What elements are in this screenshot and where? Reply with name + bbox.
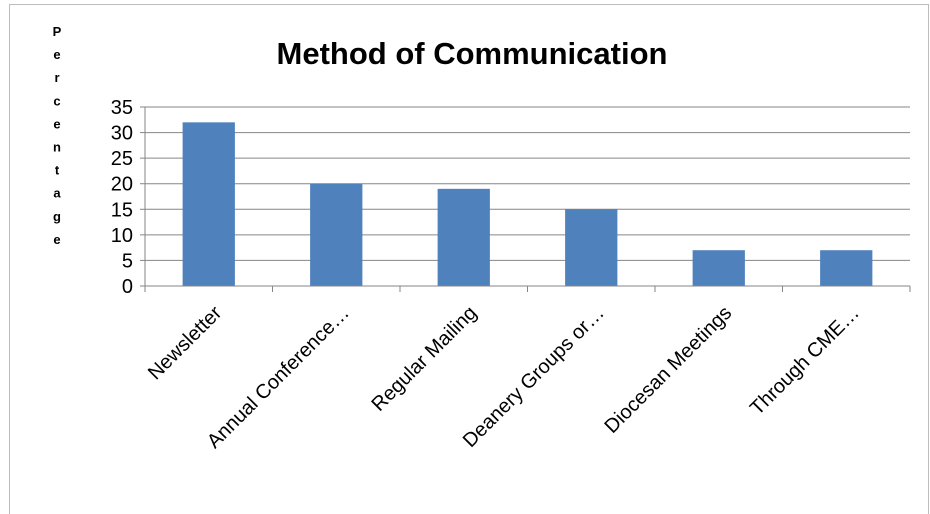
y-axis-label-char: a bbox=[53, 186, 61, 201]
y-tick-label: 20 bbox=[111, 174, 133, 196]
axes bbox=[144, 107, 911, 292]
bar bbox=[820, 250, 873, 286]
chart-title: Method of Communication bbox=[277, 36, 668, 71]
x-tick-label: Annual Conference… bbox=[203, 302, 354, 453]
chart-frame bbox=[9, 4, 929, 514]
y-tick-label: 5 bbox=[122, 250, 133, 272]
bar bbox=[692, 250, 745, 286]
y-axis-label-char: e bbox=[53, 116, 60, 131]
bar bbox=[437, 188, 490, 286]
y-axis-label-char: P bbox=[53, 24, 62, 39]
bar bbox=[565, 209, 618, 286]
gridlines bbox=[140, 106, 910, 287]
y-axis-label-char: n bbox=[53, 140, 61, 155]
y-tick-label: 25 bbox=[111, 148, 133, 170]
bar bbox=[182, 122, 235, 286]
y-tick-label: 30 bbox=[111, 123, 133, 145]
x-tick-label: Newsletter bbox=[144, 302, 227, 385]
bars bbox=[182, 122, 873, 286]
y-axis-label-char: c bbox=[53, 93, 60, 108]
y-tick-label: 15 bbox=[111, 199, 133, 221]
bar bbox=[310, 183, 363, 286]
y-tick-label: 10 bbox=[111, 225, 133, 247]
x-tick-label: Through CME… bbox=[746, 302, 864, 420]
y-axis-label-char: e bbox=[53, 47, 60, 62]
y-tick-labels: 0 5 10 15 20 25 30 35 bbox=[111, 97, 133, 298]
y-axis-label-char: r bbox=[54, 70, 59, 85]
y-tick-label: 0 bbox=[122, 276, 133, 298]
y-axis-label-char: t bbox=[55, 163, 60, 178]
x-tick-label: Deanery Groups or… bbox=[459, 302, 609, 452]
x-tick-label: Regular Mailing bbox=[367, 302, 481, 416]
y-axis-label-char: e bbox=[53, 232, 60, 247]
x-tick-label: Diocesan Meetings bbox=[600, 302, 736, 438]
y-tick-label: 35 bbox=[111, 97, 133, 119]
y-axis-label-char: g bbox=[53, 209, 61, 224]
